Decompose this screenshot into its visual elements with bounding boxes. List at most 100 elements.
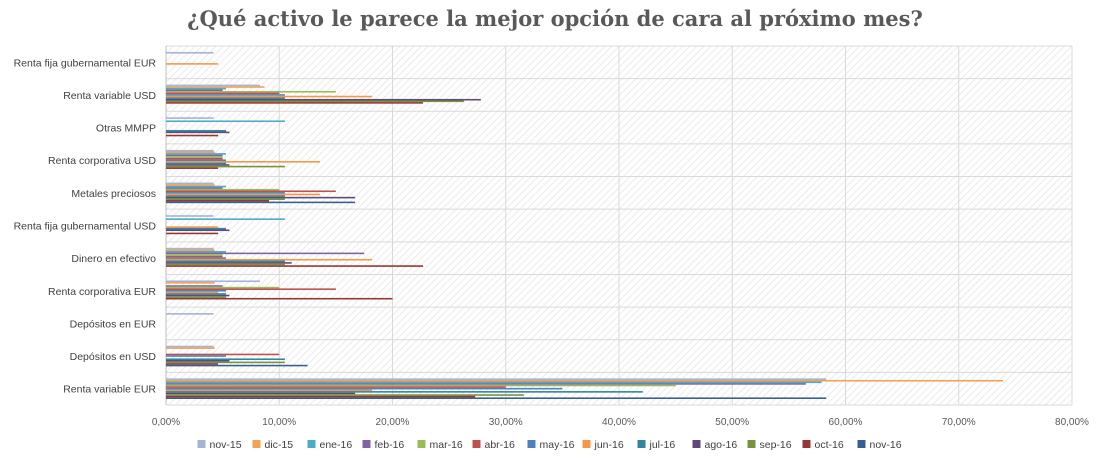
legend-label: nov-15 <box>210 439 242 451</box>
category-label: Renta variable EUR <box>63 384 156 396</box>
legend-label: jul-16 <box>649 439 676 451</box>
bar <box>166 161 321 163</box>
bar <box>166 285 223 287</box>
legend-label: sep-16 <box>760 439 792 451</box>
bar <box>166 149 214 152</box>
bar <box>166 252 365 255</box>
legend: nov-15 dic-15 ene-16 feb-16 mar-16 abr-16 may-… <box>197 439 902 451</box>
x-tick-label: 40,00% <box>602 417 636 428</box>
bar <box>166 131 230 134</box>
bar <box>166 397 827 399</box>
category-labels: Renta fija gubernamental EUR Renta variab… <box>14 57 157 395</box>
bar <box>166 282 215 284</box>
legend-label: ago-16 <box>705 439 738 451</box>
bar <box>166 226 219 228</box>
category-label: Depósitos en EUR <box>70 318 157 330</box>
bar <box>166 165 285 168</box>
bar <box>166 193 321 196</box>
legend-label: oct-16 <box>815 439 844 451</box>
bar <box>166 387 563 390</box>
bar <box>166 151 215 154</box>
bar <box>166 129 227 132</box>
bar <box>166 200 270 202</box>
x-tick-label: 10,00% <box>262 417 296 428</box>
bar <box>166 260 285 263</box>
chart-title: ¿Qué activo le parece la mejor opción de… <box>187 6 923 31</box>
bar <box>166 395 476 398</box>
bar <box>166 254 223 256</box>
bars <box>166 52 1003 399</box>
bar <box>166 92 280 95</box>
bar <box>166 258 373 261</box>
bar <box>166 291 219 294</box>
bar <box>166 392 356 395</box>
legend-swatch <box>857 440 866 448</box>
bar <box>166 360 230 362</box>
bar <box>166 227 227 230</box>
bar <box>166 94 285 96</box>
bar <box>166 159 227 162</box>
bar <box>166 192 285 194</box>
legend-swatch <box>307 440 316 448</box>
bar <box>166 232 219 235</box>
bar <box>166 157 223 160</box>
legend-swatch <box>252 440 261 448</box>
x-tick-labels: 0,00% 10,00% 20,00% 30,00% 40,00% 50,00% 60,00… <box>152 417 1089 428</box>
bar <box>166 162 227 165</box>
bar <box>166 250 227 253</box>
bar <box>166 196 356 199</box>
category-label: Otras MMPP <box>96 123 156 135</box>
bar <box>166 156 223 158</box>
bar <box>166 384 676 387</box>
legend-swatch <box>362 440 371 448</box>
bar <box>166 100 464 103</box>
category-label: Dinero en efectivo <box>71 253 156 265</box>
bar <box>166 263 285 266</box>
bar <box>166 289 227 292</box>
bar <box>166 391 643 393</box>
x-tick-label: 0,00% <box>152 417 180 428</box>
bar <box>166 87 227 90</box>
bar <box>166 187 223 189</box>
category-label: Metales preciosos <box>71 188 156 200</box>
bar <box>166 383 806 385</box>
bar <box>166 293 227 295</box>
legend-swatch <box>197 440 206 448</box>
bar <box>166 201 356 204</box>
gridlines <box>165 45 1073 406</box>
legend-swatch <box>747 440 756 448</box>
legend-swatch <box>692 440 701 448</box>
bar <box>166 257 227 259</box>
bar <box>166 353 280 356</box>
bar <box>166 86 265 88</box>
category-label: Renta fija gubernamental EUR <box>14 57 157 69</box>
legend-label: ene-16 <box>320 439 353 451</box>
category-label: Renta fija gubernamental USD <box>14 221 157 233</box>
bar <box>166 378 827 380</box>
bar <box>166 195 285 197</box>
bar <box>166 90 336 93</box>
bar <box>166 120 285 123</box>
bar <box>166 102 424 104</box>
legend-swatch <box>417 440 426 448</box>
bar <box>166 84 260 87</box>
bar <box>166 218 285 220</box>
bar <box>166 98 481 101</box>
bar <box>166 97 285 99</box>
bar <box>166 134 219 137</box>
bar <box>166 249 215 251</box>
bar <box>166 294 230 297</box>
x-tick-label: 80,00% <box>1055 417 1089 428</box>
legend-swatch <box>802 440 811 448</box>
bar <box>166 355 227 357</box>
bar <box>166 164 230 166</box>
bar <box>166 297 393 300</box>
bar <box>166 182 214 185</box>
bar <box>166 313 214 315</box>
bar <box>166 345 214 348</box>
bar <box>166 190 336 193</box>
bar <box>166 262 292 264</box>
x-tick-label: 30,00% <box>489 417 523 428</box>
bar <box>166 188 280 191</box>
